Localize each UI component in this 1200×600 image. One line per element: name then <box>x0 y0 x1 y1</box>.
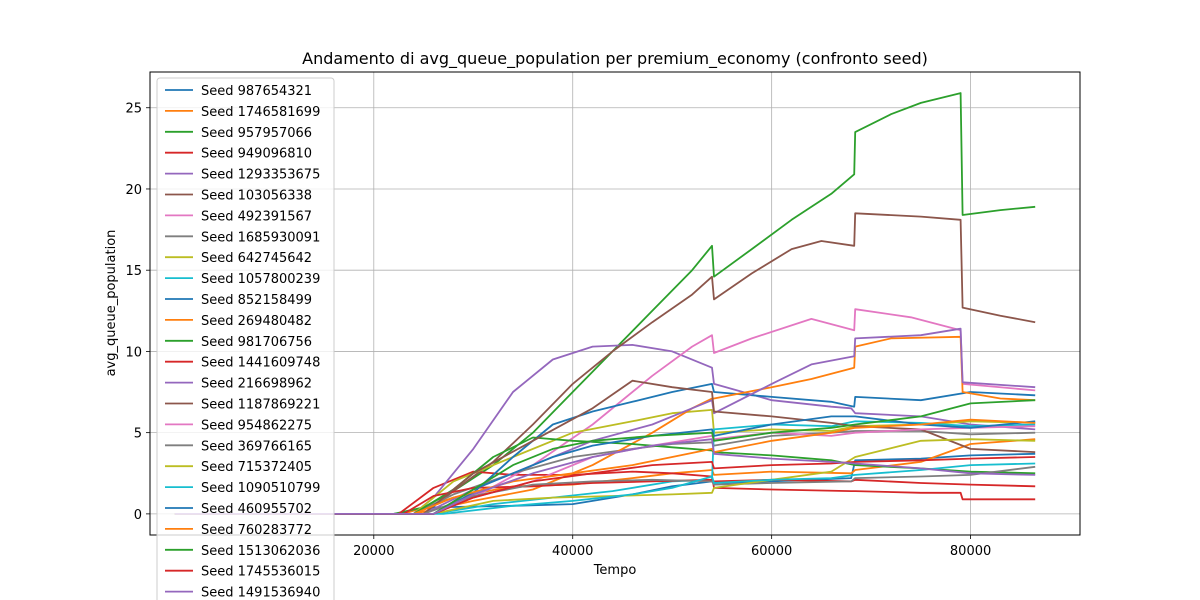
series-line-23 <box>174 456 1036 515</box>
legend-label: Seed 269480482 <box>201 314 312 329</box>
legend-label: Seed 369766165 <box>201 439 312 454</box>
legend-label: Seed 957957066 <box>201 126 312 141</box>
legend-label: Seed 1090510799 <box>201 481 320 496</box>
axis-ticks: 20000 40000 60000 80000 0 5 10 15 20 25 <box>125 102 991 559</box>
legend-label: Seed 715372405 <box>201 460 312 475</box>
series-line-4 <box>174 344 1036 515</box>
legend-label: Seed 1685930091 <box>201 230 320 245</box>
y-axis-label: avg_queue_population <box>104 230 119 377</box>
legend-label: Seed 1187869221 <box>201 398 320 413</box>
series-line-2 <box>174 92 1036 515</box>
series-line-24 <box>174 438 1036 515</box>
legend-label: Seed 760283772 <box>201 523 312 538</box>
plot-frame <box>149 71 1081 536</box>
series-line-13 <box>174 478 1036 515</box>
legend-label: Seed 852158499 <box>201 293 312 308</box>
series-line-15 <box>174 379 1036 515</box>
series-line-20 <box>174 415 1036 515</box>
legend-label: Seed 954862275 <box>201 418 312 433</box>
legend-label: Seed 1491536940 <box>201 586 320 600</box>
series-line-22 <box>174 399 1036 515</box>
legend: Seed 987654321 Seed 1746581699 Seed 957957… <box>156 77 335 600</box>
legend-label: Seed 460955702 <box>201 502 312 517</box>
legend-label: Seed 492391567 <box>201 209 312 224</box>
y-tick-label: 20 <box>125 183 142 198</box>
legend-label: Seed 1293353675 <box>201 168 320 183</box>
series-line-6 <box>174 308 1036 515</box>
x-tick-label: 80000 <box>950 544 991 559</box>
legend-label: Seed 1746581699 <box>201 105 320 120</box>
legend-label: Seed 1441609748 <box>201 356 320 371</box>
legend-label: Seed 1745536015 <box>201 565 320 580</box>
series-line-5 <box>174 212 1036 515</box>
legend-label: Seed 987654321 <box>201 84 312 99</box>
series-line-21 <box>174 418 1036 515</box>
legend-label: Seed 1057800239 <box>201 272 320 287</box>
x-tick-label: 60000 <box>751 544 792 559</box>
series-line-18 <box>174 438 1036 515</box>
x-axis-label: Tempo <box>593 563 637 578</box>
series-lines <box>174 92 1036 515</box>
series-line-10 <box>174 383 1036 515</box>
legend-box <box>156 77 335 600</box>
legend-label: Seed 103056338 <box>201 189 312 204</box>
y-tick-label: 15 <box>125 264 142 279</box>
legend-label: Seed 981706756 <box>201 335 312 350</box>
x-tick-label: 40000 <box>552 544 593 559</box>
y-tick-label: 0 <box>134 508 142 523</box>
y-tick-label: 10 <box>125 345 142 360</box>
legend-label: Seed 1513062036 <box>201 544 320 559</box>
chart-title: Andamento di avg_queue_population per pr… <box>302 49 928 69</box>
legend-label: Seed 949096810 <box>201 147 312 162</box>
series-line-19 <box>174 462 1036 515</box>
y-tick-label: 5 <box>134 427 142 442</box>
legend-label: Seed 216698962 <box>201 377 312 392</box>
x-tick-label: 20000 <box>353 544 394 559</box>
legend-label: Seed 642745642 <box>201 251 312 266</box>
y-tick-label: 25 <box>125 102 142 117</box>
